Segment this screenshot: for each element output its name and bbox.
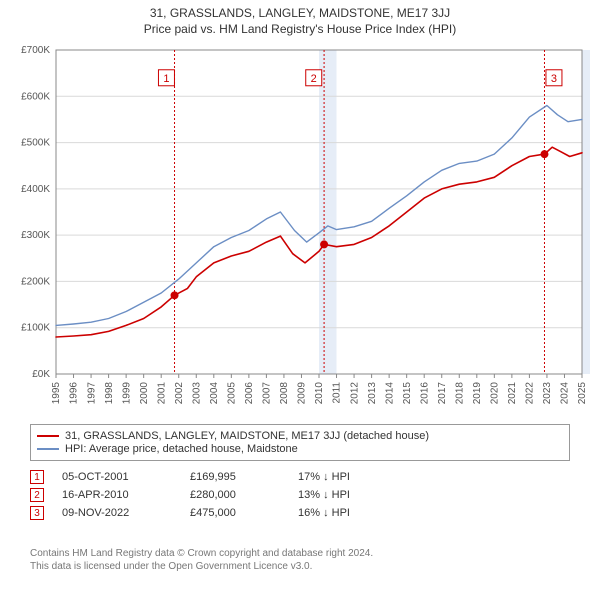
footer-line: Contains HM Land Registry data © Crown c… (30, 548, 570, 561)
sales-table: 1 05-OCT-2001 £169,995 17% ↓ HPI 2 16-AP… (30, 466, 570, 524)
sale-price: £169,995 (190, 471, 280, 483)
svg-text:£400K: £400K (21, 184, 50, 195)
svg-text:2010: 2010 (314, 382, 325, 405)
svg-text:£200K: £200K (21, 276, 50, 287)
footer-line: This data is licensed under the Open Gov… (30, 561, 570, 574)
sale-date: 09-NOV-2022 (62, 507, 172, 519)
svg-text:2012: 2012 (349, 382, 360, 405)
svg-text:2000: 2000 (139, 382, 150, 405)
legend-row: HPI: Average price, detached house, Maid… (37, 443, 563, 455)
svg-text:2017: 2017 (437, 382, 448, 405)
svg-text:2023: 2023 (542, 382, 553, 405)
svg-text:2018: 2018 (454, 382, 465, 405)
svg-text:1998: 1998 (104, 382, 115, 405)
svg-text:2: 2 (311, 73, 317, 85)
title-main: 31, GRASSLANDS, LANGLEY, MAIDSTONE, ME17… (0, 6, 600, 20)
svg-text:2001: 2001 (156, 382, 167, 405)
svg-text:£300K: £300K (21, 230, 50, 241)
sale-delta: 16% ↓ HPI (298, 507, 388, 519)
svg-text:2004: 2004 (209, 382, 220, 405)
legend-row: 31, GRASSLANDS, LANGLEY, MAIDSTONE, ME17… (37, 430, 563, 442)
svg-text:2019: 2019 (472, 382, 483, 405)
svg-text:£0K: £0K (32, 369, 50, 380)
sale-delta: 17% ↓ HPI (298, 471, 388, 483)
svg-text:2006: 2006 (244, 382, 255, 405)
sale-price: £280,000 (190, 489, 280, 501)
sales-row: 1 05-OCT-2001 £169,995 17% ↓ HPI (30, 470, 570, 484)
legend-label: 31, GRASSLANDS, LANGLEY, MAIDSTONE, ME17… (65, 430, 429, 442)
sales-row: 3 09-NOV-2022 £475,000 16% ↓ HPI (30, 506, 570, 520)
sales-row: 2 16-APR-2010 £280,000 13% ↓ HPI (30, 488, 570, 502)
chart: £0K £100K £200K £300K £400K £500K £600K £700K 19… (10, 44, 590, 414)
legend-label: HPI: Average price, detached house, Maid… (65, 443, 298, 455)
chart-container: 31, GRASSLANDS, LANGLEY, MAIDSTONE, ME17… (0, 0, 600, 590)
sale-date: 05-OCT-2001 (62, 471, 172, 483)
svg-text:2016: 2016 (419, 382, 430, 405)
sale-price: £475,000 (190, 507, 280, 519)
svg-text:2003: 2003 (191, 382, 202, 405)
legend: 31, GRASSLANDS, LANGLEY, MAIDSTONE, ME17… (30, 424, 570, 461)
chart-svg: £0K £100K £200K £300K £400K £500K £600K £700K 19… (10, 44, 590, 414)
legend-swatch (37, 448, 59, 450)
svg-text:2014: 2014 (384, 382, 395, 405)
sale-marker-icon: 1 (30, 470, 44, 484)
svg-text:2022: 2022 (525, 382, 536, 405)
svg-text:2021: 2021 (507, 382, 518, 405)
sale-marker-icon: 3 (30, 506, 44, 520)
legend-swatch (37, 435, 59, 437)
titles: 31, GRASSLANDS, LANGLEY, MAIDSTONE, ME17… (0, 0, 600, 36)
svg-text:£600K: £600K (21, 91, 50, 102)
svg-text:2002: 2002 (174, 382, 185, 405)
sale-delta: 13% ↓ HPI (298, 489, 388, 501)
svg-text:1999: 1999 (121, 382, 132, 405)
svg-text:£500K: £500K (21, 138, 50, 149)
svg-text:2015: 2015 (402, 382, 413, 405)
svg-text:2011: 2011 (332, 382, 343, 404)
svg-text:1997: 1997 (86, 382, 97, 405)
svg-text:1: 1 (163, 73, 169, 85)
svg-text:2008: 2008 (279, 382, 290, 405)
svg-text:1995: 1995 (51, 382, 62, 405)
svg-text:2025: 2025 (577, 382, 588, 405)
svg-text:1996: 1996 (69, 382, 80, 405)
footer: Contains HM Land Registry data © Crown c… (30, 548, 570, 573)
sale-date: 16-APR-2010 (62, 489, 172, 501)
svg-text:3: 3 (551, 73, 557, 85)
svg-text:£100K: £100K (21, 323, 50, 334)
svg-text:2007: 2007 (262, 382, 273, 405)
svg-text:£700K: £700K (21, 45, 50, 56)
svg-text:2024: 2024 (560, 382, 571, 405)
title-sub: Price paid vs. HM Land Registry's House … (0, 22, 600, 36)
svg-text:2020: 2020 (490, 382, 501, 405)
svg-text:2013: 2013 (367, 382, 378, 405)
svg-text:2005: 2005 (227, 382, 238, 405)
sale-marker-icon: 2 (30, 488, 44, 502)
svg-text:2009: 2009 (297, 382, 308, 405)
